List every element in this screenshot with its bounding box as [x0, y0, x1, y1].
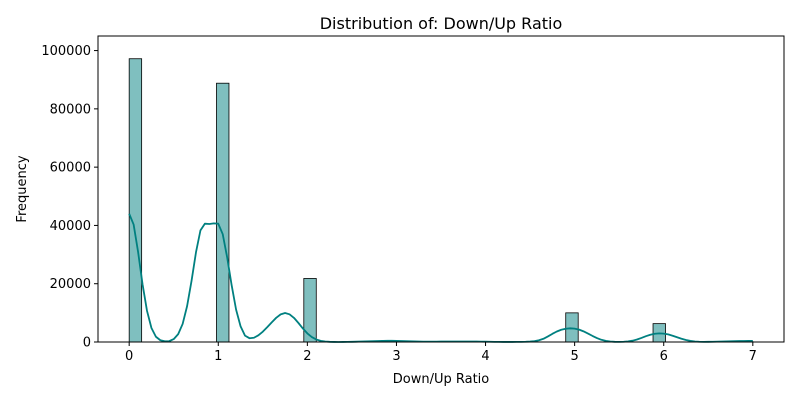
y-tick-label: 60000: [50, 161, 91, 176]
histogram-bar-5: [565, 312, 579, 343]
x-tick-label: 4: [481, 349, 489, 364]
x-tick-label: 6: [660, 349, 668, 364]
y-tick-label: 20000: [50, 277, 91, 292]
y-tick-label: 80000: [50, 102, 91, 117]
x-tick-label: 3: [392, 349, 400, 364]
y-axis-label: Frequency: [15, 155, 30, 222]
plot-frame: [97, 35, 785, 343]
histogram-bar-0: [128, 58, 143, 343]
y-tick-label: 40000: [50, 219, 91, 234]
y-tick-label: 100000: [41, 44, 91, 59]
y-tick-label: 0: [83, 336, 91, 351]
x-ticks: 0 1 2 3 4 5 6 7: [125, 342, 757, 364]
x-axis-label: Down/Up Ratio: [393, 372, 490, 387]
x-tick-label: 1: [214, 349, 222, 364]
x-tick-label: 7: [749, 349, 757, 364]
x-tick-label: 2: [303, 349, 311, 364]
chart-title: Distribution of: Down/Up Ratio: [320, 14, 563, 33]
x-tick-label: 5: [570, 349, 578, 364]
y-ticks: 0 20000 40000 60000 80000 100000: [41, 44, 98, 351]
bars-group: [128, 58, 754, 343]
histogram-bar-1: [216, 82, 230, 343]
x-tick-label: 0: [125, 349, 133, 364]
